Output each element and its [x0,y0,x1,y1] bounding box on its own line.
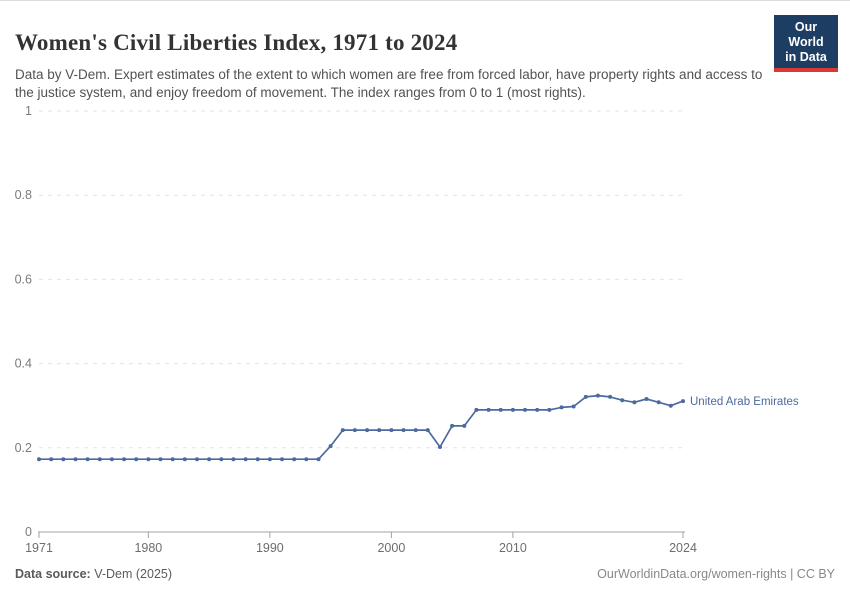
data-line [38,394,684,461]
owid-logo[interactable]: Our World in Data [774,15,838,73]
owid-logo-line1: Our World [788,20,824,49]
data-point-marker [401,428,406,433]
data-point-marker [134,457,139,462]
data-point-marker [304,457,309,462]
y-tick-label: 0.8 [15,188,32,202]
data-point-marker [195,457,199,462]
data-point-marker [389,428,394,433]
series-entity-label[interactable]: United Arab Emirates [690,396,799,408]
data-point-marker [474,407,479,412]
data-point-marker [535,407,540,412]
data-point-marker [486,407,491,412]
data-point-marker [547,407,552,412]
data-point-marker [267,457,272,462]
data-point-marker [231,457,236,462]
data-point-marker [243,457,248,462]
owid-logo-line2: in Data [785,49,827,64]
data-point-marker [170,457,175,462]
data-point-marker [608,394,613,399]
chart-footer: Data source: V-Dem (2025) OurWorldinData… [15,567,835,581]
data-point-marker [595,393,600,398]
x-tick-label: 1990 [256,541,284,555]
data-point-marker [438,445,442,449]
data-point-marker [668,403,673,408]
license-credit[interactable]: OurWorldinData.org/women-rights | CC BY [597,567,835,581]
data-point-marker [122,457,127,462]
data-source-value: V-Dem (2025) [90,567,173,581]
data-point-marker [340,428,345,433]
data-point-marker [510,407,515,412]
y-tick-label: 0.6 [15,272,32,286]
data-point-marker [377,428,382,433]
data-point-marker [109,457,114,462]
data-point-marker [425,428,430,433]
chart-subtitle: Data by V-Dem. Expert estimates of the e… [15,66,763,101]
data-point-marker [316,457,321,462]
data-point-marker [292,457,297,462]
page-title: Women's Civil Liberties Index, 1971 to 2… [15,30,458,56]
data-point-marker [462,423,467,428]
data-point-marker [182,457,187,462]
y-tick-label: 0.2 [15,441,32,455]
data-point-marker [571,404,576,409]
x-tick-label: 1971 [25,541,53,555]
y-tick-label: 0 [25,525,32,539]
data-source: Data source: V-Dem (2025) [15,567,172,581]
owid-logo-accent-bar [774,68,838,73]
data-point-marker [146,457,151,462]
data-point-marker [583,394,588,399]
data-point-marker [73,457,78,462]
data-point-marker [61,457,66,462]
data-point-marker [656,400,661,405]
data-point-marker [49,457,54,462]
data-source-label: Data source: [15,567,91,581]
data-point-marker [498,407,503,412]
data-point-marker [158,457,163,462]
y-tick-label: 1 [25,104,32,118]
data-point-marker [450,423,455,428]
data-point-marker [365,428,370,433]
x-tick-label: 1980 [134,541,162,555]
data-point-marker [523,407,527,412]
data-point-marker [413,428,418,433]
data-point-marker [352,428,357,433]
x-tick-label: 2010 [499,541,527,555]
data-point-marker [97,457,102,462]
data-point-marker [681,399,685,404]
data-point-marker [632,400,637,405]
data-point-marker [255,457,260,462]
data-point-marker [328,444,333,449]
y-tick-label: 0.4 [15,357,32,371]
data-point-marker [620,398,625,403]
data-point-marker [559,405,564,410]
data-point-marker [280,457,284,462]
data-point-marker [219,457,224,462]
data-point-marker [85,457,90,462]
x-tick-label: 2000 [377,541,405,555]
data-point-marker [644,397,649,401]
data-point-marker [37,457,41,462]
data-point-marker [207,457,212,462]
x-tick-label: 2024 [669,541,697,555]
